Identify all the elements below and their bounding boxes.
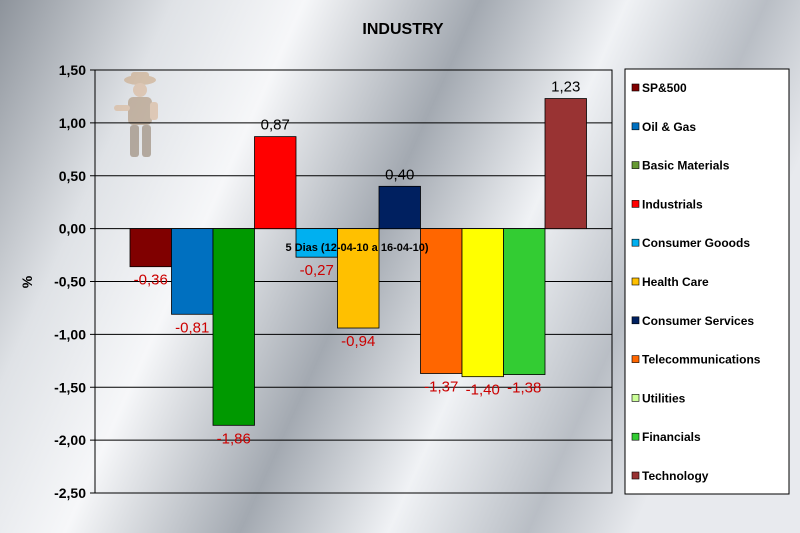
data-label: -0,36 <box>134 272 168 289</box>
data-label: -0,94 <box>341 333 375 350</box>
legend-swatch <box>631 432 640 441</box>
bars <box>129 98 587 426</box>
data-label: 0,87 <box>261 117 290 134</box>
legend-label: Oil & Gas <box>642 120 696 134</box>
y-axis-ticks: 1,50 1,00 0,50 0,00 -0,50 -1,00 -1,50 -2,00 -2,5… <box>54 62 95 501</box>
legend-label: Consumer Gooods <box>642 236 750 250</box>
cowboy-illustration <box>114 72 158 157</box>
legend-label: Basic Materials <box>642 159 730 173</box>
legend-swatch <box>631 277 640 286</box>
plot-area-border <box>94 69 613 494</box>
data-labels: -0,36 -0,81 -1,86 0,87 -0,27 -0,94 0,40 -1,37 -1… <box>134 79 581 448</box>
y-tick-label: -2,00 <box>54 432 86 448</box>
bar <box>129 228 172 268</box>
legend-swatch <box>631 83 640 92</box>
y-tick-label: -0,50 <box>54 274 86 290</box>
legend-label: Utilities <box>642 391 686 405</box>
bar <box>420 228 463 374</box>
bar <box>212 228 255 426</box>
data-label: 0,40 <box>385 166 414 183</box>
legend-swatch <box>631 355 640 363</box>
bar <box>461 228 504 378</box>
data-label: -1,86 <box>217 430 251 447</box>
legend-box <box>624 68 790 495</box>
legend-swatch <box>631 316 640 325</box>
legend-swatch <box>631 471 640 480</box>
legend-label: Industrials <box>642 197 703 211</box>
legend-swatch <box>631 200 640 208</box>
legend-label: Financials <box>642 430 701 444</box>
data-label: -0,27 <box>300 262 334 279</box>
bar <box>254 136 297 230</box>
data-label: -1,37 <box>424 379 458 396</box>
bar <box>378 185 421 230</box>
legend-label: Telecommunications <box>642 353 761 367</box>
y-tick-label: 0,50 <box>59 168 86 184</box>
y-tick-label: 1,50 <box>59 62 86 78</box>
y-tick-label: -1,50 <box>54 379 86 395</box>
legend-swatch <box>631 122 640 131</box>
y-tick-label: 0,00 <box>59 221 86 237</box>
annotation-text: 5 Dias (12-04-10 a 16-04-10) <box>285 242 428 254</box>
y-tick-label: -2,50 <box>54 485 86 501</box>
legend-swatch <box>631 161 640 169</box>
data-label: 1,23 <box>551 79 580 96</box>
data-label: -0,81 <box>175 319 209 336</box>
legend-label: Health Care <box>642 275 709 289</box>
y-tick-label: -1,00 <box>54 326 86 342</box>
bar <box>171 228 214 315</box>
legend-label: Technology <box>642 469 709 483</box>
data-label: -1,40 <box>466 382 500 399</box>
legend: SP&500 Oil & Gas Basic Materials Industrial… <box>624 68 790 495</box>
legend-label: Consumer Services <box>642 314 754 328</box>
chart-title: INDUSTRY <box>362 21 444 38</box>
bar <box>337 228 380 329</box>
bar <box>544 98 587 230</box>
bar <box>503 228 546 375</box>
y-tick-label: 1,00 <box>59 115 86 131</box>
legend-swatch <box>631 394 640 402</box>
y-axis-label: % <box>19 275 35 288</box>
legend-swatch <box>631 238 640 247</box>
legend-label: SP&500 <box>642 81 687 95</box>
data-label: -1,38 <box>507 380 541 397</box>
